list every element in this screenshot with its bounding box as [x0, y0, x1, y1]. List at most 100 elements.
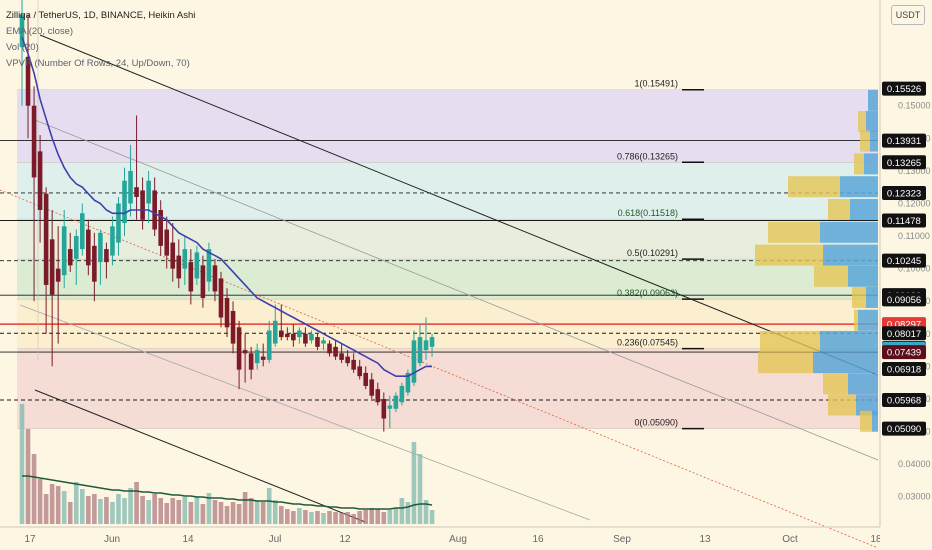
- candle: [164, 216, 170, 269]
- volume-profile-up: [864, 153, 878, 175]
- volume-profile-down: [768, 221, 820, 243]
- candle-body: [369, 379, 375, 396]
- candle-body: [230, 311, 236, 344]
- candle-body: [188, 262, 194, 292]
- price-label-box: [882, 326, 926, 341]
- fib-zone: [17, 259, 878, 300]
- volume-profile-down: [858, 111, 866, 133]
- price-label-text: 0.10245: [887, 256, 921, 267]
- volume-bar: [230, 502, 236, 524]
- x-tick-label: Sep: [613, 534, 631, 545]
- volume-profile-up: [820, 221, 878, 243]
- volume-bar: [164, 503, 170, 524]
- legend-vpvr[interactable]: VPVR (Number Of Rows, 24, Up/Down, 70): [6, 58, 190, 69]
- y-tick-label: 0.12000: [898, 198, 931, 208]
- candle-body: [254, 350, 260, 364]
- fib-zone: [17, 219, 878, 260]
- candle-body: [176, 255, 182, 279]
- volume-bar: [200, 504, 206, 524]
- volume-bar: [393, 508, 399, 524]
- price-label-text: 0.15526: [887, 84, 921, 95]
- candle: [230, 301, 236, 354]
- volume-profile-up: [813, 352, 878, 374]
- volume-bar: [363, 510, 369, 524]
- candle: [176, 239, 182, 289]
- legend-vol[interactable]: Vol (20): [6, 42, 39, 53]
- volume-profile-down: [814, 265, 848, 287]
- volume-bar: [61, 491, 67, 524]
- candle-body: [104, 249, 109, 263]
- volume-profile-up: [848, 265, 878, 287]
- volume-profile-down: [828, 394, 856, 416]
- candle-body: [375, 389, 381, 403]
- candle: [146, 170, 151, 224]
- candle-body: [321, 340, 326, 344]
- volume-bar: [92, 494, 97, 524]
- volume-bar: [375, 509, 381, 524]
- candle-body: [393, 395, 399, 409]
- legend-symbol[interactable]: Zilliqa / TetherUS, 1D, BINANCE, Heikin …: [6, 10, 196, 21]
- candle-body: [224, 297, 230, 328]
- x-tick-label: 18: [870, 534, 882, 545]
- candle-body: [116, 203, 121, 243]
- price-label-box: [882, 185, 926, 200]
- candle-body: [345, 356, 350, 364]
- price-unit-badge[interactable]: USDT: [891, 5, 925, 25]
- ema-line: [21, 37, 432, 377]
- candle: [31, 86, 37, 302]
- candle-body: [285, 333, 290, 338]
- candle-body: [363, 372, 369, 386]
- candle-body: [417, 337, 423, 364]
- x-tick-label: 13: [699, 534, 711, 545]
- candle-body: [351, 359, 356, 370]
- price-label-box: [882, 133, 926, 148]
- legend-ema[interactable]: EMA (20, close): [6, 26, 74, 37]
- candle-body: [92, 245, 97, 282]
- candle: [110, 216, 115, 266]
- candle: [122, 167, 127, 237]
- volume-bar: [297, 508, 302, 524]
- candle-body: [242, 350, 248, 354]
- candle: [218, 271, 224, 328]
- candle-body: [236, 327, 242, 370]
- candle-body: [266, 330, 272, 360]
- candle: [43, 187, 49, 334]
- volume-bar: [73, 482, 79, 524]
- price-label: 0.07439: [882, 345, 926, 360]
- candle: [206, 242, 212, 292]
- price-label-box: [882, 81, 926, 96]
- volume-bar: [357, 511, 362, 524]
- candle-body: [339, 353, 344, 360]
- volume-profile-up: [856, 394, 878, 416]
- volume-bar: [98, 499, 103, 524]
- price-label-box: [882, 362, 926, 377]
- candle: [19, 0, 25, 106]
- candle-body: [25, 56, 31, 106]
- price-label: 0.10245: [882, 253, 926, 268]
- candle: [242, 333, 248, 383]
- candle: [200, 255, 206, 308]
- candle: [67, 232, 73, 272]
- candle: [152, 177, 157, 237]
- price-label: 0.13931: [882, 133, 926, 148]
- volume-profile-up: [858, 309, 878, 331]
- volume-bar: [345, 512, 350, 524]
- candle: [321, 337, 326, 351]
- candle: [357, 359, 362, 380]
- volume-profile-down: [854, 153, 864, 175]
- volume-bar: [31, 454, 37, 524]
- volume-profile-down: [760, 330, 820, 352]
- candle-body: [429, 337, 435, 347]
- candle-body: [381, 398, 387, 419]
- x-tick-label: 12: [339, 534, 351, 545]
- candle-body: [297, 330, 302, 338]
- volume-bar: [80, 489, 85, 524]
- volume-bar: [182, 497, 188, 524]
- price-label: 0.09056: [882, 292, 926, 307]
- volume-ma-line: [22, 475, 433, 510]
- x-tick-label: 16: [532, 534, 544, 545]
- candle: [417, 324, 423, 367]
- candle: [327, 340, 332, 357]
- candle: [345, 350, 350, 367]
